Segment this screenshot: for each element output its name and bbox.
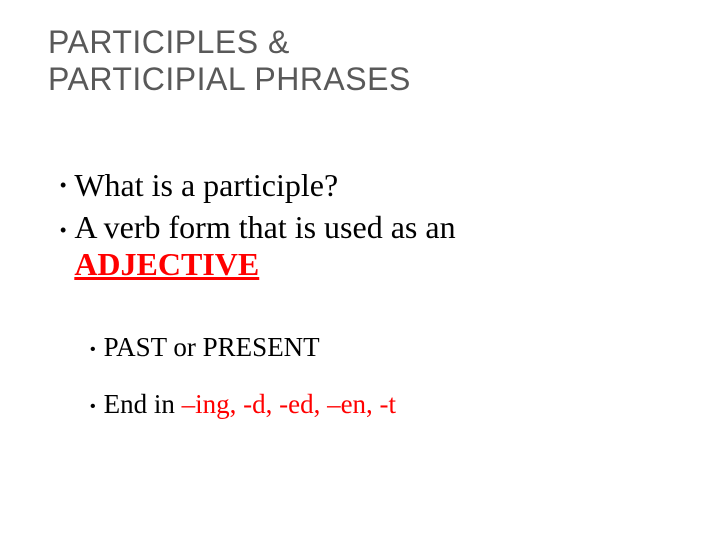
slide-title: PARTICIPLES & PARTICIPIAL PHRASES — [48, 24, 411, 98]
endings-text: End in –ing, -d, -ed, –en, -t — [104, 389, 396, 420]
bullet-dot-icon: • — [60, 221, 66, 239]
bullet-endings: • End in –ing, -d, -ed, –en, -t — [90, 389, 396, 420]
bullet-dot-icon: • — [90, 399, 96, 415]
past-present-text: PAST or PRESENT — [104, 332, 320, 363]
bullet-answer: • A verb form that is used as an ADJECTI… — [60, 209, 456, 283]
answer-highlight: ADJECTIVE — [74, 246, 259, 283]
primary-bullets: • What is a participle? • A verb form th… — [60, 164, 456, 283]
bullet-past-present: • PAST or PRESENT — [90, 332, 396, 363]
endings-prefix: End in — [104, 389, 182, 419]
endings-suffixes: –ing, -d, -ed, –en, -t — [182, 389, 396, 419]
title-line-2: PARTICIPIAL PHRASES — [48, 61, 411, 98]
question-text: What is a participle? — [74, 164, 338, 207]
bullet-dot-icon: • — [90, 342, 96, 358]
title-line-1: PARTICIPLES & — [48, 24, 411, 61]
secondary-bullets: • PAST or PRESENT • End in –ing, -d, -ed… — [90, 332, 396, 446]
bullet-question: • What is a participle? — [60, 164, 456, 207]
answer-prefix: A verb form that is used as an — [74, 209, 455, 245]
answer-text: A verb form that is used as an ADJECTIVE — [74, 209, 455, 283]
bullet-dot-icon: • — [60, 176, 66, 194]
